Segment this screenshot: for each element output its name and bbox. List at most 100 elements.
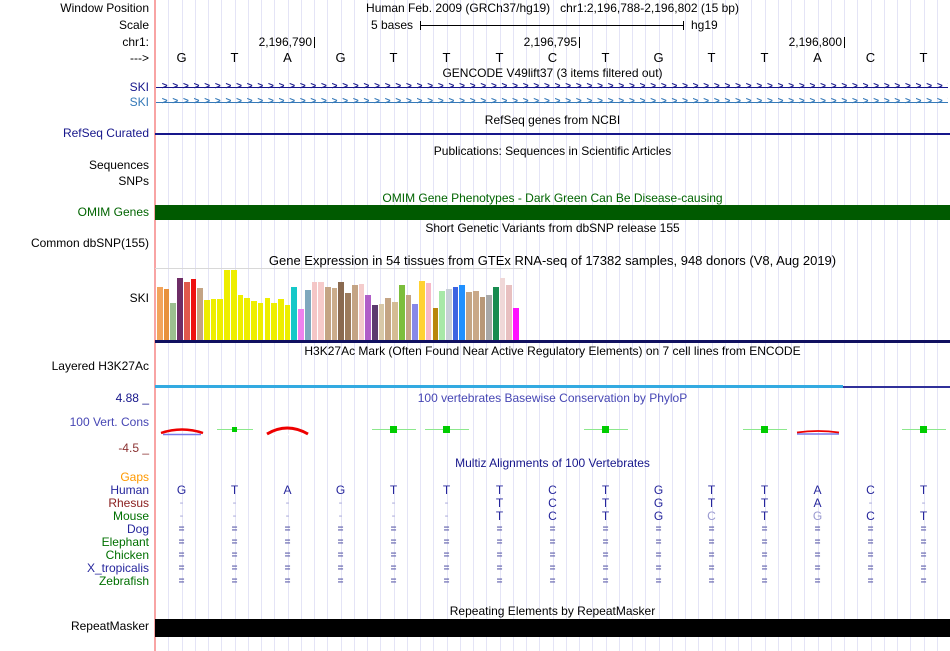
gtex-tissue-bar[interactable] (412, 304, 419, 340)
multiz-cell[interactable]: - (285, 510, 290, 522)
gtex-tissue-bar[interactable] (251, 301, 257, 340)
multiz-cell[interactable]: = (337, 524, 344, 535)
gtex-tissue-bar[interactable] (257, 303, 264, 340)
multiz-cell[interactable]: = (549, 576, 556, 587)
multiz-cell[interactable]: = (602, 576, 609, 587)
gtex-tissue-bar[interactable] (338, 282, 345, 340)
multiz-cell[interactable]: = (602, 550, 609, 561)
multiz-cell[interactable]: = (867, 537, 874, 548)
multiz-cell[interactable]: = (708, 524, 715, 535)
gtex-tissue-bar[interactable] (378, 304, 385, 340)
multiz-cell[interactable]: - (921, 497, 926, 509)
multiz-cell[interactable]: = (655, 537, 662, 548)
gtex-tissue-bar[interactable] (304, 290, 311, 340)
multiz-cell[interactable]: - (338, 497, 343, 509)
multiz-cell[interactable]: T (707, 483, 716, 497)
gtex-tissue-bar[interactable] (499, 278, 506, 340)
omim-gene-bar[interactable] (155, 205, 950, 220)
multiz-cell[interactable]: = (761, 576, 768, 587)
multiz-cell[interactable]: = (390, 563, 397, 574)
multiz-cell[interactable]: - (444, 510, 449, 522)
refseq-curated-label[interactable]: RefSeq Curated (62, 126, 149, 140)
gtex-tissue-bar[interactable] (210, 299, 217, 340)
multiz-cell[interactable]: G (812, 509, 823, 523)
gtex-tissue-bar[interactable] (405, 295, 412, 340)
multiz-cell[interactable]: = (708, 537, 715, 548)
gtex-tissue-bar[interactable] (183, 282, 190, 340)
gtex-tissue-bar[interactable] (398, 285, 405, 340)
multiz-cell[interactable]: T (495, 496, 504, 510)
multiz-cell[interactable]: = (390, 537, 397, 548)
multiz-cell[interactable]: T (760, 496, 769, 510)
gtex-tissue-bar[interactable] (230, 270, 237, 340)
multiz-cell[interactable]: = (814, 524, 821, 535)
gtex-tissue-bar[interactable] (298, 309, 304, 340)
gtex-tissue-bar[interactable] (284, 305, 291, 340)
gtex-tissue-bar[interactable] (506, 285, 513, 340)
multiz-cell[interactable]: - (179, 497, 184, 509)
gencode-gene-arrows-2[interactable]: > > > > > > > > > > > > > > > > > > > > … (158, 96, 948, 107)
sequences-label[interactable]: Sequences (88, 158, 149, 172)
multiz-cell[interactable]: C (548, 509, 557, 523)
multiz-cell[interactable]: T (760, 483, 769, 497)
multiz-cell[interactable]: = (867, 576, 874, 587)
gtex-tissue-bar[interactable] (425, 283, 432, 340)
multiz-cell[interactable]: - (232, 497, 237, 509)
multiz-cell[interactable]: T (230, 483, 239, 497)
gtex-tissue-bar[interactable] (170, 303, 177, 340)
multiz-cell[interactable]: G (176, 483, 187, 497)
multiz-cell[interactable]: = (390, 550, 397, 561)
multiz-cell[interactable]: = (496, 550, 503, 561)
multiz-cell[interactable]: = (390, 524, 397, 535)
multiz-species-label-chicken[interactable]: Chicken (105, 548, 149, 562)
gtex-tissue-bar[interactable] (351, 285, 358, 340)
gtex-tissue-bar[interactable] (486, 295, 492, 340)
multiz-cell[interactable]: - (444, 497, 449, 509)
gtex-tissue-bar[interactable] (271, 303, 277, 340)
multiz-species-label-x_tropicalis[interactable]: X_tropicalis (86, 561, 149, 575)
multiz-cell[interactable]: = (231, 550, 238, 561)
omim-genes-label[interactable]: OMIM Genes (77, 205, 149, 219)
gtex-baseline[interactable] (155, 340, 950, 343)
phylop-positive-mark[interactable] (390, 426, 397, 433)
gtex-tissue-bar[interactable] (493, 287, 499, 340)
h3k27ac-signal-line[interactable] (155, 385, 843, 388)
multiz-cell[interactable]: = (549, 550, 556, 561)
multiz-cell[interactable]: = (655, 576, 662, 587)
multiz-cell[interactable]: = (920, 550, 927, 561)
gtex-tissue-bar[interactable] (177, 278, 183, 340)
gtex-tissue-bar[interactable] (472, 291, 479, 340)
multiz-cell[interactable]: = (708, 563, 715, 574)
multiz-cell[interactable]: = (602, 524, 609, 535)
gtex-tissue-bar[interactable] (325, 287, 331, 340)
multiz-cell[interactable]: C (548, 496, 557, 510)
multiz-cell[interactable]: = (496, 524, 503, 535)
gtex-tissue-bar[interactable] (459, 285, 466, 340)
gtex-tissue-bar[interactable] (197, 288, 203, 340)
multiz-cell[interactable]: = (814, 576, 821, 587)
phylop-negative-mark[interactable] (264, 420, 312, 438)
multiz-cell[interactable]: G (653, 496, 664, 510)
multiz-cell[interactable]: A (813, 483, 822, 497)
multiz-cell[interactable]: = (443, 550, 450, 561)
multiz-cell[interactable]: - (868, 497, 873, 509)
multiz-cell[interactable]: = (920, 576, 927, 587)
multiz-cell[interactable]: = (231, 537, 238, 548)
multiz-cell[interactable]: = (178, 524, 185, 535)
multiz-cell[interactable]: = (814, 563, 821, 574)
multiz-cell[interactable]: T (601, 496, 610, 510)
gtex-tissue-bar[interactable] (264, 298, 271, 340)
gtex-tissue-bar[interactable] (331, 288, 338, 340)
multiz-cell[interactable]: A (283, 483, 292, 497)
repeatmasker-bar[interactable] (155, 619, 950, 637)
multiz-cell[interactable]: = (867, 563, 874, 574)
multiz-cell[interactable]: T (601, 509, 610, 523)
multiz-species-label-zebrafish[interactable]: Zebrafish (98, 574, 149, 588)
multiz-cell[interactable]: = (337, 550, 344, 561)
multiz-cell[interactable]: - (285, 497, 290, 509)
multiz-cell[interactable]: = (390, 576, 397, 587)
multiz-cell[interactable]: T (442, 483, 451, 497)
multiz-cell[interactable]: T (495, 483, 504, 497)
multiz-cell[interactable]: = (231, 576, 238, 587)
multiz-cell[interactable]: T (707, 496, 716, 510)
